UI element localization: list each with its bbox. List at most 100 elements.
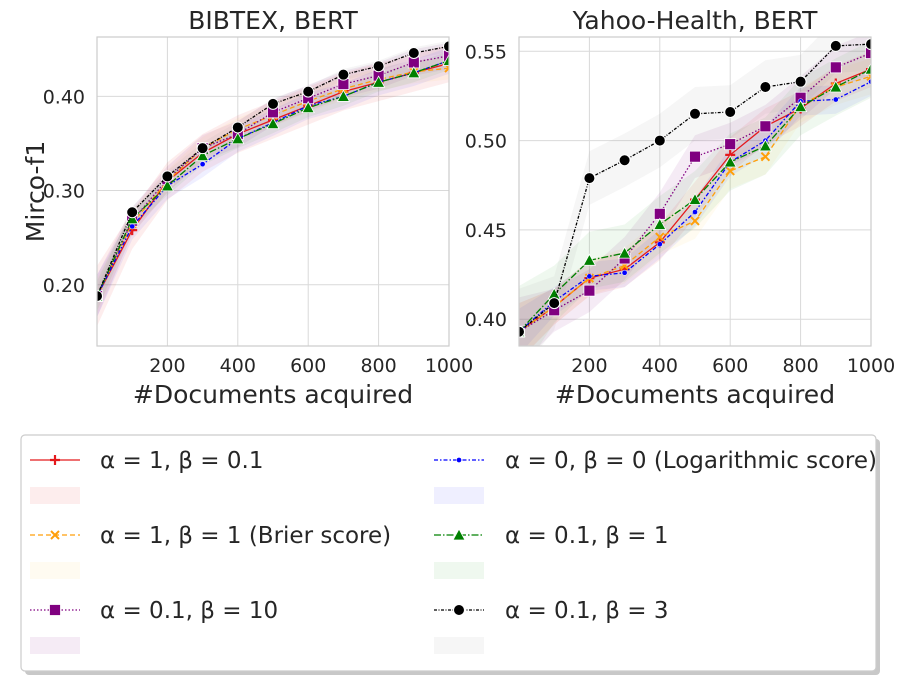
data-point-0-1-10 xyxy=(865,47,871,59)
data-point-0-1-3 xyxy=(407,47,420,60)
y-tick-label: 0.50 xyxy=(465,131,507,153)
x-tick-label: 800 xyxy=(782,355,818,377)
data-point-0-1-3 xyxy=(161,170,174,183)
chart-panel-bibtex: 200 400 600 800 1000 0.20 0.30 0.40 BIBTEX, BERT… xyxy=(21,6,473,409)
data-point-0-1-1 xyxy=(723,155,737,168)
data-point-0-0-logarithmic-score xyxy=(129,223,136,230)
legend-band-swatch xyxy=(30,562,80,579)
data-point-1-1-brier-score xyxy=(690,216,700,226)
data-point-0-1-1 xyxy=(407,65,421,79)
legend-marker xyxy=(456,457,462,463)
legend-label: α = 0.1, β = 1 xyxy=(505,523,668,549)
data-point-0-1-1 xyxy=(617,246,632,259)
data-point-0-1-10 xyxy=(829,61,842,74)
data-point-0-1-10 xyxy=(759,120,772,133)
data-point-0-1-10 xyxy=(724,138,737,151)
legend-entry-1-0-1: α = 1, β = 0.1 xyxy=(30,448,263,504)
data-point-0-1-10 xyxy=(583,284,596,297)
data-point-0-1-3 xyxy=(794,75,807,88)
legend-band-swatch xyxy=(434,562,484,579)
data-point-0-1-3 xyxy=(548,297,561,310)
series-line-0-0-logarithmic-score xyxy=(97,59,449,297)
data-point-0-0-logarithmic-score xyxy=(656,241,663,248)
plot-content xyxy=(519,37,871,346)
data-point-0-1-1 xyxy=(301,100,315,114)
data-point-1-1-brier-score xyxy=(725,166,735,176)
plot-frame xyxy=(518,36,872,347)
y-tick-label: 0.20 xyxy=(43,275,85,297)
series-line-1-1-brier-score xyxy=(97,67,449,297)
data-point-0-1-3 xyxy=(302,85,315,98)
x-axis-label: #Documents acquired xyxy=(133,380,413,409)
y-tick-label: 0.30 xyxy=(43,181,85,203)
x-tick-label: 600 xyxy=(290,355,326,377)
x-tick-label: 800 xyxy=(360,355,396,377)
data-point-0-1-10 xyxy=(443,49,449,62)
data-point-0-1-3 xyxy=(724,106,737,119)
chart-panel-yahoo-health: 200 400 600 800 1000 0.40 0.45 0.50 0.55 Yahoo-He… xyxy=(465,6,895,409)
plot-area xyxy=(519,37,871,346)
series-line-0-1-3 xyxy=(97,45,449,297)
data-point-0-1-3 xyxy=(689,107,701,120)
data-point-0-1-1 xyxy=(442,53,449,66)
chart-title: Yahoo-Health, BERT xyxy=(572,6,819,35)
x-tick-label: 600 xyxy=(712,355,748,377)
data-point-0-1-3 xyxy=(443,40,449,53)
data-point-0-0-logarithmic-score xyxy=(621,269,628,276)
data-point-0-0-logarithmic-score xyxy=(199,161,206,168)
data-point-0-1-3 xyxy=(231,121,244,134)
data-point-1-1-brier-score xyxy=(655,232,665,242)
confidence-band-0-1-10 xyxy=(519,37,871,346)
data-point-0-1-1 xyxy=(829,80,843,93)
series-line-0-1-1 xyxy=(519,68,871,333)
x-axis-label: #Documents acquired xyxy=(555,380,835,409)
legend-label: α = 0.1, β = 3 xyxy=(505,598,668,624)
legend-entry-0-1-1: α = 0.1, β = 1 xyxy=(434,523,668,579)
data-point-0-1-10 xyxy=(689,150,701,163)
data-point-0-1-3 xyxy=(759,81,772,94)
legend-label: α = 1, β = 1 (Brier score) xyxy=(100,523,391,549)
plot-area xyxy=(97,37,449,346)
chart-title: BIBTEX, BERT xyxy=(188,6,358,35)
x-tick-label: 1000 xyxy=(425,355,473,377)
legend-band-swatch xyxy=(434,487,484,504)
data-point-0-1-1 xyxy=(864,62,871,75)
data-point-0-1-1 xyxy=(582,253,597,266)
data-point-0-0-logarithmic-score xyxy=(692,209,698,215)
data-point-0-1-3 xyxy=(653,134,666,147)
legend-marker xyxy=(49,604,61,616)
data-point-0-1-3 xyxy=(337,68,350,81)
y-axis-label: Mirco-f1 xyxy=(21,141,50,242)
y-tick-label: 0.40 xyxy=(465,309,507,331)
legend-marker xyxy=(452,528,466,541)
data-point-0-1-3 xyxy=(829,39,842,52)
plot-content xyxy=(97,40,449,327)
data-point-0-1-3 xyxy=(372,60,385,73)
data-point-1-1-brier-score xyxy=(760,151,771,162)
data-point-0-1-10 xyxy=(653,207,666,220)
legend-label: α = 0.1, β = 10 xyxy=(100,598,278,624)
legend-label: α = 1, β = 0.1 xyxy=(100,448,263,474)
x-tick-label: 400 xyxy=(642,355,678,377)
data-point-0-1-3 xyxy=(196,142,209,155)
confidence-band-0-0-logarithmic-score xyxy=(519,67,871,346)
data-point-0-1-1 xyxy=(653,217,667,230)
plot-frame xyxy=(96,36,450,347)
legend-band-swatch xyxy=(30,487,80,504)
x-tick-label: 1000 xyxy=(847,355,895,377)
legend: α = 1, β = 0.1 α = 0, β = 0 (Logarithmic … xyxy=(20,434,880,675)
data-point-0-1-3 xyxy=(519,325,525,338)
data-point-0-1-1 xyxy=(266,116,280,130)
data-point-0-1-1 xyxy=(195,148,210,162)
data-point-0-1-1 xyxy=(336,89,351,102)
legend-entry-1-1-brier-score: α = 1, β = 1 (Brier score) xyxy=(30,523,391,579)
data-point-0-1-3 xyxy=(865,38,871,51)
data-point-0-1-1 xyxy=(793,99,808,113)
data-point-0-1-1 xyxy=(160,179,175,192)
data-point-0-1-1 xyxy=(371,75,386,88)
data-point-0-0-logarithmic-score xyxy=(586,273,593,280)
legend-marker xyxy=(453,604,465,616)
x-tick-label: 200 xyxy=(149,355,185,377)
legend-marker xyxy=(50,455,60,465)
